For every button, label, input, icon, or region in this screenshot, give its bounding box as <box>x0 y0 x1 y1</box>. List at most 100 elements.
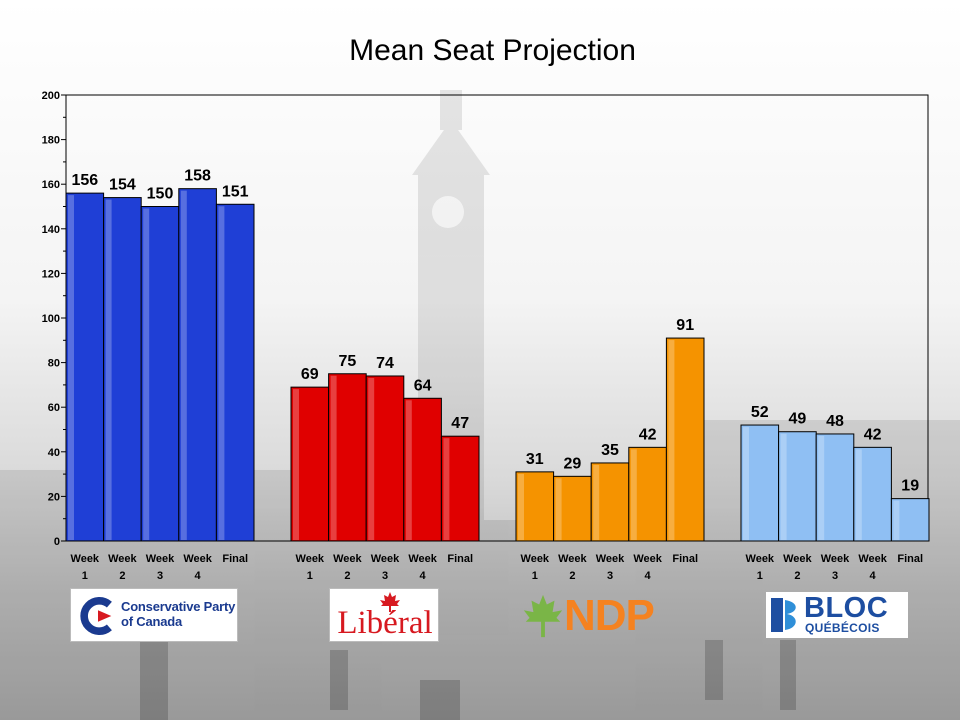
x-tick-label: Week <box>596 553 625 565</box>
y-tick-label: 80 <box>48 358 60 370</box>
x-tick-label: Week <box>183 553 212 565</box>
y-tick-label: 200 <box>42 90 60 102</box>
ndp-data-label: 91 <box>676 317 694 334</box>
ndp-logo-text: NDP <box>564 591 655 640</box>
x-tick-label: 2 <box>794 570 800 582</box>
y-tick-label: 160 <box>42 179 60 191</box>
bar-highlight <box>555 478 562 540</box>
bar-highlight <box>293 389 299 540</box>
bar-highlight <box>330 375 337 540</box>
x-tick-label: Week <box>71 553 100 565</box>
x-tick-label: 3 <box>607 570 613 582</box>
bloc-quebecois-logo: BLOC QUÉBÉCOIS <box>766 592 908 638</box>
ndp-data-label: 35 <box>601 442 619 459</box>
x-tick-label: Final <box>447 553 473 565</box>
conservative-bar <box>103 197 142 542</box>
bloc-data-label: 48 <box>826 413 844 430</box>
x-tick-label: Week <box>408 553 437 565</box>
x-tick-label: Final <box>222 553 248 565</box>
x-tick-label: 1 <box>82 570 88 582</box>
bar-highlight <box>593 464 600 540</box>
liberal-party-logo: Libéral <box>329 588 439 642</box>
y-tick-label: 140 <box>42 224 60 236</box>
ndp-data-label: 31 <box>526 451 544 468</box>
bar-highlight <box>743 427 749 540</box>
bar-highlight <box>668 340 675 540</box>
x-tick-label: Week <box>633 553 662 565</box>
x-tick-label: Week <box>146 553 175 565</box>
liberal-logo-text: Libéral <box>337 605 433 641</box>
conservative-bar <box>215 203 255 542</box>
bar-highlight <box>443 438 450 540</box>
x-tick-label: Week <box>746 553 775 565</box>
x-tick-label: 4 <box>645 570 652 582</box>
y-tick-label: 100 <box>42 313 60 325</box>
conservative-data-label: 158 <box>184 168 211 185</box>
x-tick-label: 1 <box>757 570 763 582</box>
liberal-data-label: 75 <box>339 353 357 370</box>
x-tick-label: Final <box>897 553 923 565</box>
bar-highlight <box>893 500 900 540</box>
bloc-data-label: 49 <box>789 411 807 428</box>
ndp-party-logo: NDP <box>520 590 690 642</box>
x-tick-label: Week <box>108 553 137 565</box>
liberal-bar <box>290 386 330 542</box>
y-tick-label: 0 <box>54 536 60 548</box>
chart-title: Mean Seat Projection <box>349 34 636 67</box>
conservative-bar <box>140 206 180 542</box>
y-tick-label: 20 <box>48 491 60 503</box>
x-tick-label: Week <box>521 553 550 565</box>
bar-highlight <box>818 435 825 540</box>
conservative-data-label: 151 <box>222 183 249 200</box>
bar-highlight <box>630 449 637 540</box>
x-tick-label: 4 <box>420 570 427 582</box>
ndp-bar <box>553 475 592 542</box>
bloc-bar <box>815 433 855 542</box>
bar-highlight <box>405 400 412 540</box>
liberal-data-label: 64 <box>414 377 432 394</box>
x-tick-label: 2 <box>569 570 575 582</box>
bar-highlight <box>218 206 225 540</box>
x-tick-label: Week <box>296 553 325 565</box>
x-tick-label: Week <box>783 553 812 565</box>
conservative-data-label: 156 <box>71 172 98 189</box>
y-tick-label: 180 <box>42 135 60 147</box>
x-tick-label: Week <box>558 553 587 565</box>
conservative-logo-line1: Conservative Party <box>121 599 236 614</box>
bar-highlight <box>180 190 187 540</box>
ndp-bar <box>665 337 705 542</box>
liberal-bar <box>440 435 480 542</box>
bar-highlight <box>518 473 524 540</box>
bar-highlight <box>143 208 150 540</box>
liberal-data-label: 47 <box>451 415 469 432</box>
bloc-bar <box>890 498 930 542</box>
maple-leaf-icon <box>380 592 400 612</box>
x-tick-label: 3 <box>832 570 838 582</box>
conservative-party-logo: Conservative Party of Canada <box>70 588 238 642</box>
conservative-logo-line2: of Canada <box>121 614 183 629</box>
bar-highlight <box>68 195 74 540</box>
bloc-bar <box>853 446 892 542</box>
liberal-bar <box>365 375 405 542</box>
maple-leaf-icon <box>523 594 563 638</box>
bloc-data-label: 19 <box>901 478 919 495</box>
x-tick-label: Week <box>333 553 362 565</box>
ndp-bar <box>515 471 555 542</box>
x-tick-label: 2 <box>344 570 350 582</box>
x-tick-label: 4 <box>870 570 877 582</box>
liberal-bar <box>328 373 367 542</box>
bar-highlight <box>855 449 862 540</box>
ndp-data-label: 29 <box>564 455 582 472</box>
y-tick-label: 40 <box>48 447 60 459</box>
x-tick-label: 3 <box>382 570 388 582</box>
bar-highlight <box>780 433 787 540</box>
bloc-data-label: 52 <box>751 404 769 421</box>
bloc-logo-line2: QUÉBÉCOIS <box>805 621 880 635</box>
bar-highlight <box>105 199 112 540</box>
bloc-fleur-icon <box>771 598 796 632</box>
conservative-data-label: 150 <box>147 186 174 203</box>
x-tick-label: Week <box>858 553 887 565</box>
x-tick-label: Week <box>821 553 850 565</box>
bloc-data-label: 42 <box>864 426 882 443</box>
